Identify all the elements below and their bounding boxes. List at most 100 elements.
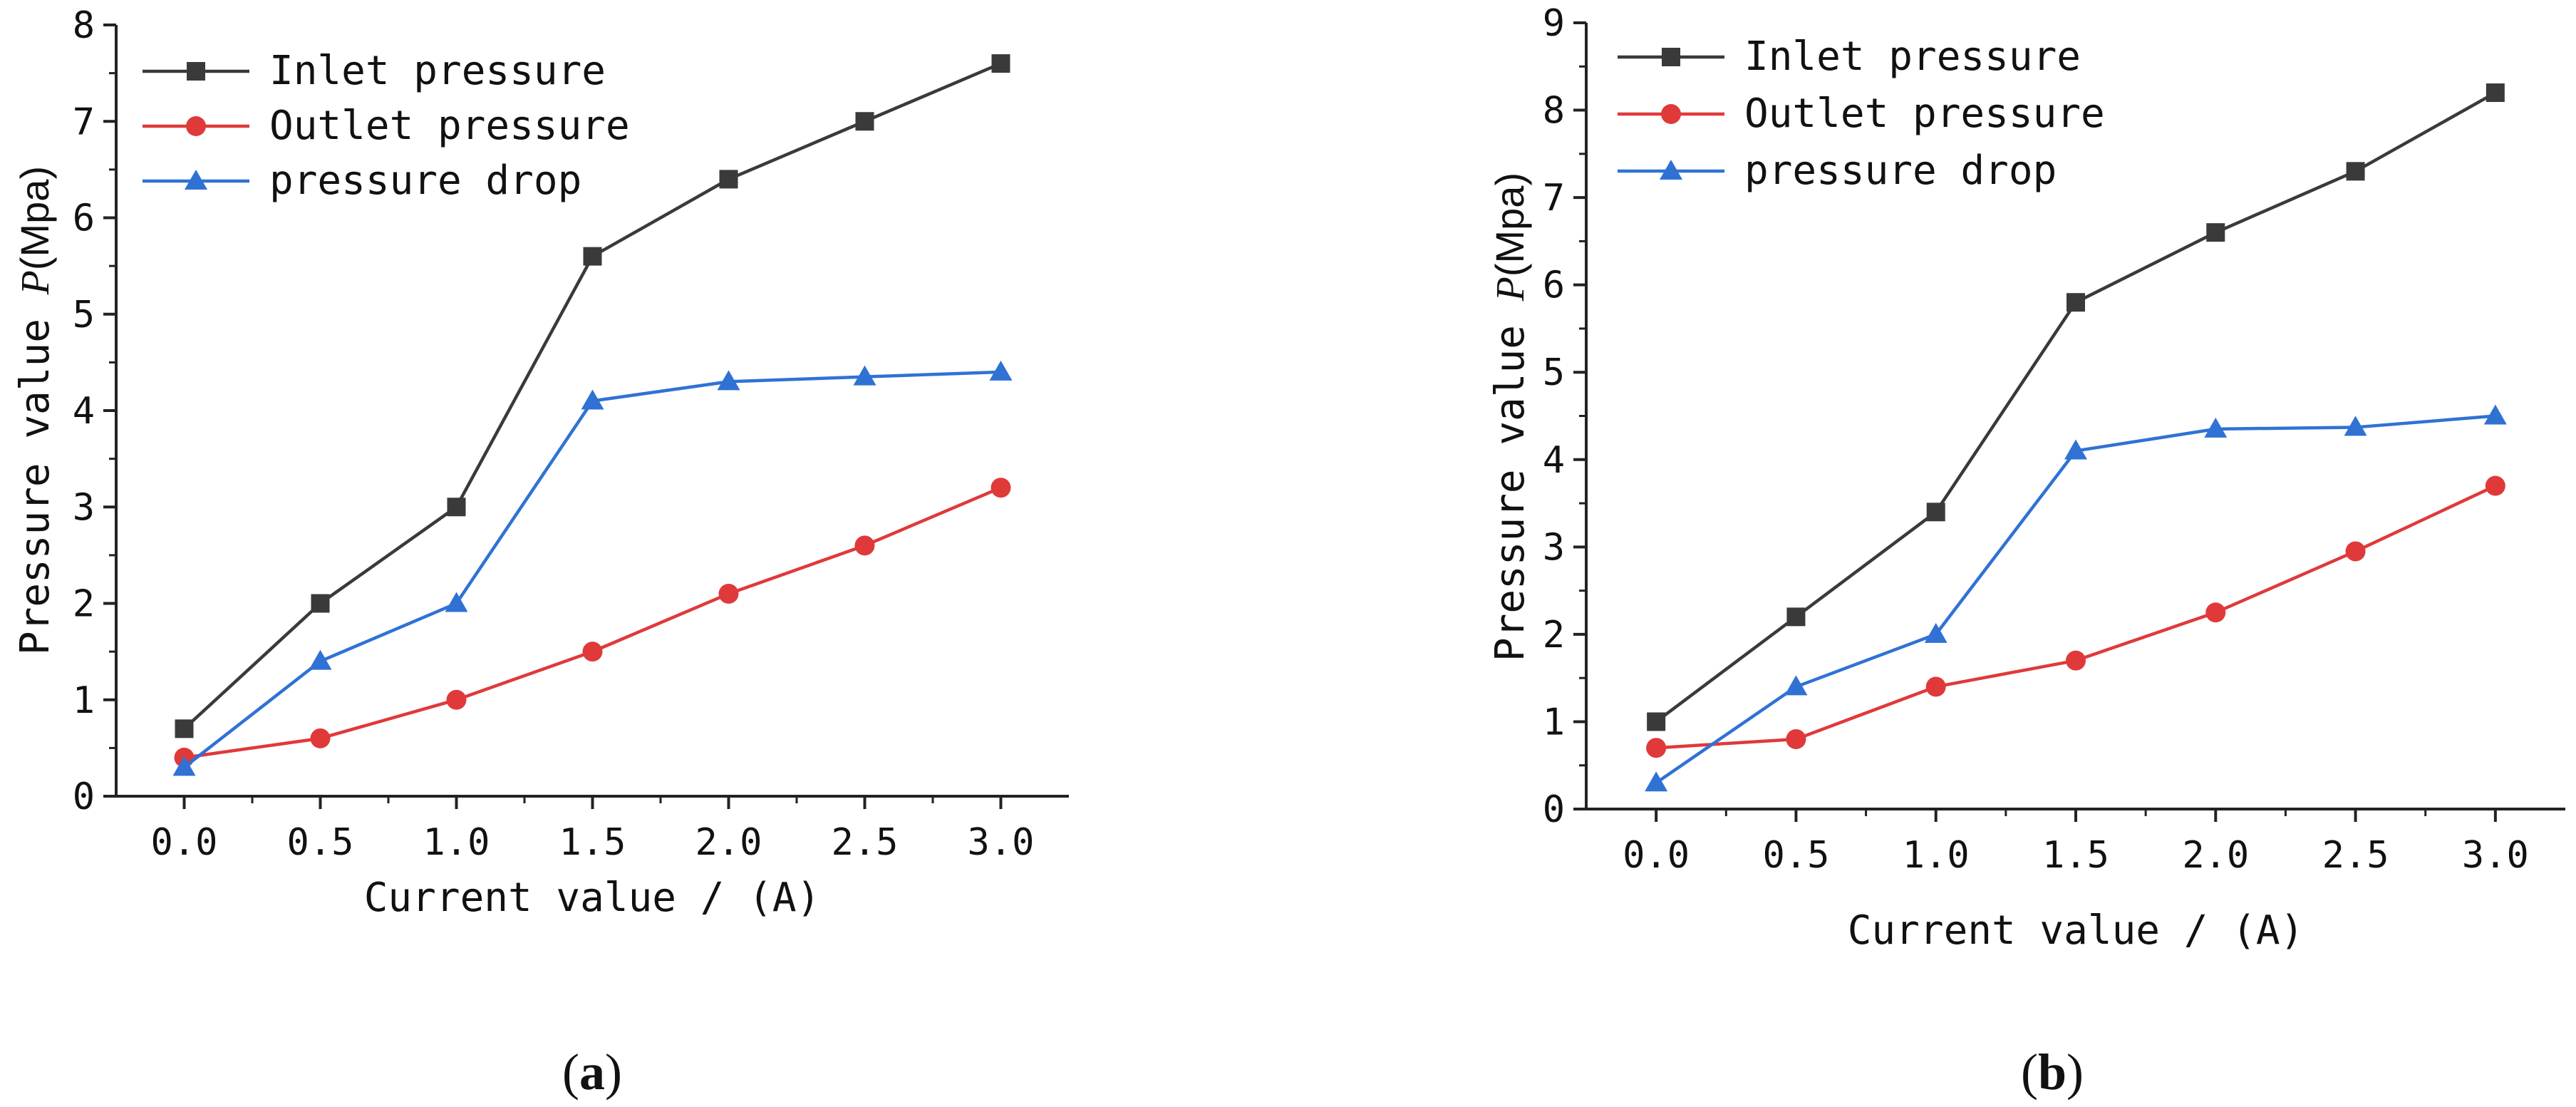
x-tick-label-a: 0.0 bbox=[151, 821, 218, 864]
x-axis-title-b: Current value / (A) bbox=[1848, 907, 2305, 954]
x-tick-label-a: 1.0 bbox=[423, 821, 490, 864]
y-tick-label-a: 1 bbox=[73, 679, 95, 722]
data-point-inlet-pressure-a bbox=[855, 112, 874, 131]
legend-marker-pressure-drop-a bbox=[185, 170, 207, 190]
y-tick-label-b: 6 bbox=[1543, 264, 1565, 307]
data-point-inlet-pressure-b bbox=[2486, 83, 2505, 103]
y-axis-title-prefix-a: Pressure value bbox=[12, 294, 58, 655]
data-point-inlet-pressure-a bbox=[447, 498, 466, 517]
data-point-pressure-drop-b bbox=[1645, 771, 1668, 792]
data-point-pressure-drop-a bbox=[717, 370, 740, 391]
y-ticks-b: 0 1 2 3 4 5 6 7 8 9 bbox=[1543, 2, 1586, 831]
data-point-pressure-drop-b bbox=[1784, 675, 1808, 696]
series-line-pressure-drop-b bbox=[1655, 414, 2496, 785]
y-axis-title-unit-a: (Mpa) bbox=[12, 166, 57, 270]
y-tick-label-b: 3 bbox=[1543, 526, 1565, 569]
data-point-inlet-pressure-b bbox=[1926, 503, 1945, 522]
legend-label-outlet-pressure-a: Outlet pressure bbox=[269, 103, 630, 149]
legend-label-outlet-pressure-b: Outlet pressure bbox=[1744, 91, 2105, 137]
y-tick-label-a: 8 bbox=[73, 4, 95, 47]
y-axis-title-var-a: P bbox=[14, 270, 58, 295]
data-point-inlet-pressure-b bbox=[1647, 712, 1666, 731]
y-tick-label-a: 0 bbox=[73, 776, 95, 818]
x-ticks-b: 0.0 0.5 1.0 1.5 2.0 2.5 3.0 bbox=[1623, 809, 2529, 877]
data-point-outlet-pressure-b bbox=[2205, 602, 2226, 623]
y-tick-label-b: 0 bbox=[1543, 788, 1565, 831]
x-tick-label-a: 1.5 bbox=[559, 821, 626, 864]
legend-marker-pressure-drop-b bbox=[1660, 160, 1682, 180]
x-tick-label-a: 2.5 bbox=[832, 821, 899, 864]
y-axis-title-var-b: P bbox=[1489, 277, 1533, 302]
data-point-inlet-pressure-b bbox=[2206, 223, 2225, 242]
y-tick-label-a: 3 bbox=[73, 486, 95, 529]
data-point-inlet-pressure-b bbox=[2346, 162, 2365, 181]
legend-marker-inlet-pressure-b bbox=[1662, 48, 1680, 66]
legend-a: Inlet pressure Outlet pressure pressure dr… bbox=[143, 48, 630, 204]
data-point-pressure-drop-a bbox=[581, 389, 604, 410]
x-tick-label-b: 2.0 bbox=[2182, 834, 2249, 877]
x-axis-title-a: Current value / (A) bbox=[364, 875, 821, 921]
x-tick-label-b: 2.5 bbox=[2322, 834, 2389, 877]
y-axis-title-unit-b: (Mpa) bbox=[1487, 173, 1532, 277]
series-line-outlet-pressure-a bbox=[184, 486, 1002, 760]
y-tick-label-a: 5 bbox=[73, 294, 95, 336]
y-axis-title-prefix-b: Pressure value bbox=[1487, 301, 1533, 661]
data-point-inlet-pressure-b bbox=[2067, 293, 2085, 312]
data-point-outlet-pressure-a bbox=[310, 728, 331, 748]
series-layer-b bbox=[1645, 83, 2507, 792]
series-line-pressure-drop-a bbox=[183, 370, 1001, 769]
y-axis-title-b: Pressure value P(Mpa) bbox=[1487, 173, 1533, 661]
data-point-outlet-pressure-b bbox=[1786, 728, 1806, 749]
y-tick-label-b: 4 bbox=[1543, 439, 1565, 482]
data-point-outlet-pressure-a bbox=[718, 583, 739, 604]
data-point-inlet-pressure-a bbox=[991, 54, 1010, 73]
chart-panel-a: 0 1 2 3 4 5 6 7 8 0.0 0.5 1.0 1.5 2.0 2.5 3.0 Inlet pr… bbox=[12, 4, 1069, 1101]
y-tick-label-a: 4 bbox=[73, 390, 95, 433]
series-line-outlet-pressure-b bbox=[1656, 484, 2496, 750]
axes-frame-b bbox=[1585, 23, 2565, 810]
data-point-pressure-drop-b bbox=[2064, 439, 2087, 460]
data-point-pressure-drop-a bbox=[172, 756, 196, 776]
data-point-outlet-pressure-a bbox=[582, 642, 603, 662]
data-point-outlet-pressure-b bbox=[2485, 475, 2505, 496]
x-tick-label-b: 0.5 bbox=[1762, 834, 1829, 877]
data-point-outlet-pressure-b bbox=[2345, 541, 2366, 562]
data-point-pressure-drop-b bbox=[2483, 404, 2507, 425]
data-point-pressure-drop-a bbox=[989, 360, 1013, 381]
data-point-pressure-drop-a bbox=[445, 592, 468, 612]
y-tick-label-b: 9 bbox=[1543, 2, 1565, 45]
x-tick-label-a: 0.5 bbox=[287, 821, 354, 864]
data-point-pressure-drop-a bbox=[309, 649, 332, 670]
data-point-outlet-pressure-a bbox=[446, 689, 467, 710]
data-point-pressure-drop-a bbox=[853, 365, 876, 386]
data-point-outlet-pressure-b bbox=[1646, 738, 1667, 758]
y-axis-title-a: Pressure value P(Mpa) bbox=[12, 166, 58, 655]
y-tick-label-b: 7 bbox=[1543, 177, 1565, 220]
x-tick-label-a: 2.0 bbox=[695, 821, 762, 864]
x-tick-label-b: 0.0 bbox=[1623, 834, 1690, 877]
data-point-pressure-drop-b bbox=[2344, 416, 2367, 436]
y-ticks-a: 0 1 2 3 4 5 6 7 8 bbox=[73, 4, 116, 818]
panel-label-a: (a) bbox=[562, 1044, 622, 1101]
y-tick-label-b: 2 bbox=[1543, 614, 1565, 657]
y-tick-label-a: 2 bbox=[73, 583, 95, 626]
y-tick-label-b: 5 bbox=[1543, 351, 1565, 394]
x-tick-label-b: 1.5 bbox=[2042, 834, 2109, 877]
x-tick-label-a: 3.0 bbox=[968, 821, 1035, 864]
panel-label-b-letter: b bbox=[2038, 1044, 2067, 1101]
y-tick-label-a: 7 bbox=[73, 101, 95, 143]
legend-marker-outlet-pressure-a bbox=[186, 116, 206, 136]
panel-label-a-letter: a bbox=[579, 1044, 605, 1101]
data-point-inlet-pressure-a bbox=[311, 594, 330, 613]
legend-b: Inlet pressure Outlet pressure pressure dr… bbox=[1618, 34, 2105, 194]
data-point-outlet-pressure-b bbox=[2066, 650, 2086, 671]
legend-label-inlet-pressure-b: Inlet pressure bbox=[1744, 34, 2081, 80]
x-tick-label-b: 1.0 bbox=[1903, 834, 1970, 877]
legend-label-inlet-pressure-a: Inlet pressure bbox=[269, 48, 606, 94]
data-point-inlet-pressure-a bbox=[175, 719, 194, 738]
data-point-outlet-pressure-a bbox=[854, 535, 875, 556]
y-tick-label-b: 8 bbox=[1543, 90, 1565, 133]
panel-label-b: (b) bbox=[2021, 1044, 2084, 1101]
data-point-outlet-pressure-b bbox=[1925, 676, 1946, 697]
